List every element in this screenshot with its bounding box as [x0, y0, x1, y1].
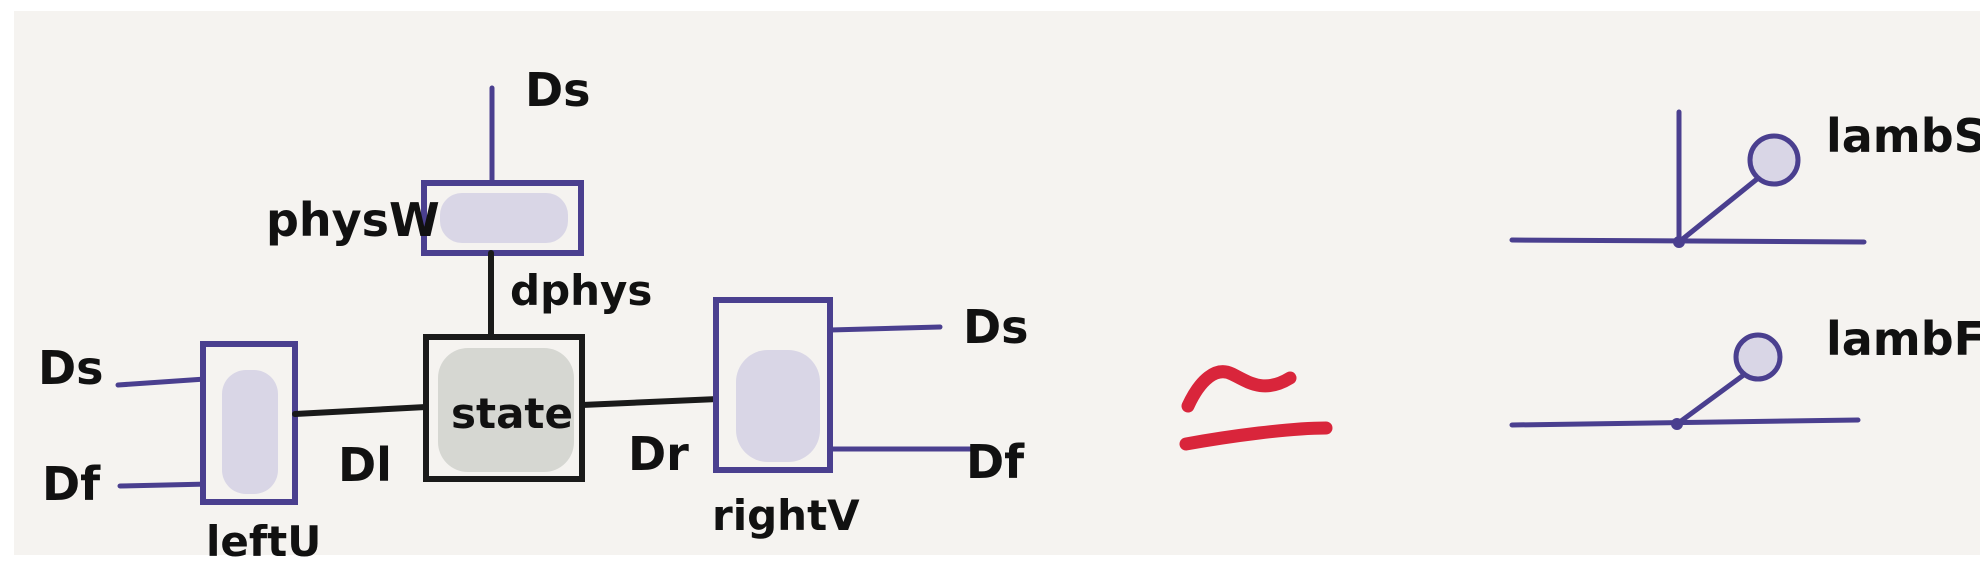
box-leftU-shading — [222, 370, 278, 494]
wire-lambF-horizontal — [1509, 417, 1861, 428]
label-ds-left: Ds — [38, 341, 104, 395]
equivalence-symbol — [1179, 365, 1333, 451]
lambF-node — [1733, 332, 1783, 382]
wire-lambF-stalk — [1674, 371, 1748, 427]
label-lambS: lambS — [1826, 109, 1980, 163]
box-physW-shading — [440, 193, 568, 243]
label-df-right: Df — [966, 435, 1025, 489]
label-physW: physW — [266, 193, 440, 247]
box-rightV-shading — [736, 350, 820, 462]
label-rightV: rightV — [712, 491, 860, 540]
lambS-node — [1747, 133, 1801, 187]
wire-ds-right — [827, 324, 943, 333]
label-state: state — [451, 389, 573, 438]
diagram-background — [14, 11, 1980, 555]
label-dphys: dphys — [510, 266, 652, 315]
label-ds-top: Ds — [525, 63, 591, 117]
box-state-shading — [438, 348, 574, 472]
wire-dl — [292, 404, 429, 417]
label-leftU: leftU — [206, 517, 321, 566]
equivalence-bar — [1179, 421, 1333, 451]
wire-lambS-stalk — [1676, 172, 1765, 245]
wire-lambS-horizontal — [1509, 237, 1867, 245]
label-df-left: Df — [42, 457, 101, 511]
wire-dr — [579, 396, 721, 408]
label-lambF: lambF — [1826, 312, 1980, 366]
equivalence-tilde — [1181, 365, 1297, 413]
label-dr: Dr — [628, 427, 689, 481]
label-dl: Dl — [338, 438, 392, 492]
junction-lambS — [1673, 236, 1685, 248]
junction-lambF — [1671, 418, 1683, 430]
wire-df-left — [117, 481, 213, 489]
label-ds-right: Ds — [963, 300, 1029, 354]
